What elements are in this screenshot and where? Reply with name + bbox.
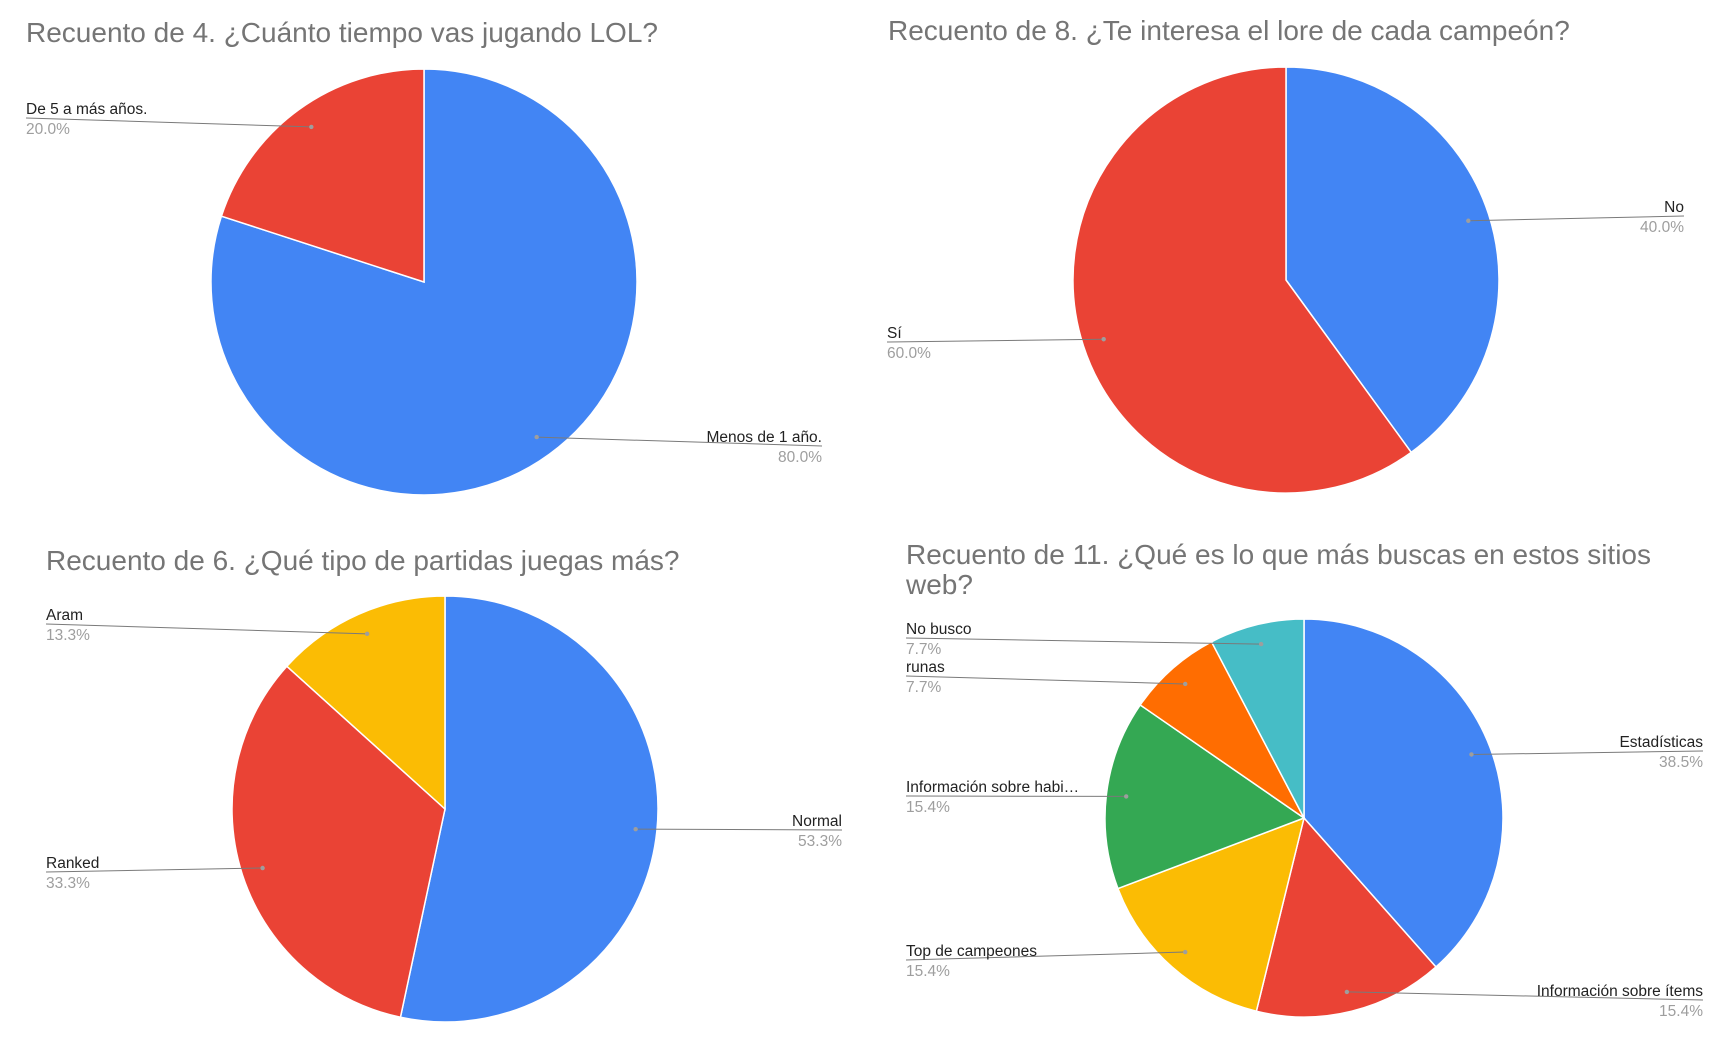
leader-line: [1346, 991, 1704, 1001]
slice-percent-label: 80.0%: [778, 449, 822, 466]
slice-percent-label: 13.3%: [46, 627, 90, 644]
slice-label-no-busco: No busco 7.7%: [905, 621, 1264, 658]
leader-line: [886, 338, 1104, 343]
slice-label-aram: Aram 13.3%: [45, 607, 370, 644]
leader-dot: [260, 865, 265, 871]
pie-slices: [231, 595, 659, 1023]
leader-dot: [1258, 641, 1264, 647]
leader-dot: [534, 434, 539, 440]
slice-name-label: runas: [906, 659, 945, 676]
slice-label-si: Sí 60.0%: [886, 325, 1106, 362]
slice-percent-label: 38.5%: [1659, 754, 1703, 771]
pie-slice-ranked: [231, 665, 446, 1019]
slice-name-label: No: [1664, 199, 1684, 216]
slice-percent-label: 40.0%: [1640, 219, 1684, 236]
leader-dot: [1183, 949, 1188, 955]
leader-line: [905, 637, 1262, 645]
leader-line: [536, 436, 823, 447]
slice-label-ranked: Ranked 33.3%: [45, 855, 265, 892]
pie-slices: [1072, 66, 1500, 494]
leader-dot: [633, 826, 638, 832]
slice-label-runas: runas 7.7%: [905, 659, 1188, 696]
slice-label-normal: Normal 53.3%: [633, 813, 842, 850]
pie-labels: No 40.0% Sí 60.0%: [886, 199, 1684, 362]
leader-dot: [1124, 794, 1129, 799]
slice-label-top-de-campeones: Top de campeones 15.4%: [905, 943, 1188, 980]
pie-slice-estadisticas: [1303, 618, 1504, 969]
slice-percent-label: 15.4%: [906, 799, 950, 816]
pie-slices: [1104, 618, 1504, 1018]
leader-line: [45, 867, 263, 873]
leader-line: [1468, 215, 1685, 222]
slice-name-label: Top de campeones: [906, 943, 1037, 960]
leader-line: [45, 623, 368, 635]
slice-percent-label: 33.3%: [46, 875, 90, 892]
slice-name-label: Estadísticas: [1619, 734, 1703, 751]
chart-title: Recuento de 11. ¿Qué es lo que más busca…: [906, 539, 1652, 600]
pie-slices: [210, 68, 638, 496]
slice-name-label: Sí: [887, 325, 902, 342]
pie-slice-normal: [399, 595, 659, 1023]
slice-percent-label: 60.0%: [887, 345, 931, 362]
slice-percent-label: 53.3%: [798, 833, 842, 850]
slice-name-label: No busco: [906, 621, 971, 638]
slice-name-label: Normal: [792, 813, 842, 830]
pie-labels: Estadísticas 38.5% Información sobre ítems…: [905, 621, 1704, 1020]
leader-dot: [364, 631, 370, 637]
leader-dot: [309, 124, 314, 130]
leader-dot: [1183, 681, 1188, 687]
slice-label-menos-de-1-ano: Menos de 1 año. 80.0%: [534, 429, 822, 466]
pie-slice-no: [1285, 66, 1500, 454]
leader-line: [635, 828, 843, 831]
slice-label-no: No 40.0%: [1466, 199, 1684, 236]
leader-dot: [1344, 989, 1350, 995]
slice-percent-label: 15.4%: [1659, 1003, 1703, 1020]
slice-percent-label: 20.0%: [26, 121, 70, 138]
chart-title: Recuento de 4. ¿Cuánto tiempo vas jugand…: [26, 17, 658, 48]
leader-line: [1471, 750, 1704, 755]
pie-labels: Menos de 1 año. 80.0% De 5 a más años. 20.0…: [25, 101, 822, 466]
slice-percent-label: 7.7%: [906, 679, 942, 696]
pie-labels: Normal 53.3% Ranked 33.3% Aram 13.3%: [45, 607, 842, 892]
pie-slice-informacion-sobre-items: [1255, 816, 1438, 1018]
slice-name-label: De 5 a más años.: [26, 101, 147, 118]
chart-title: Recuento de 8. ¿Te interesa el lore de c…: [888, 15, 1570, 46]
leader-line: [905, 675, 1186, 685]
pie-slice-runas: [1139, 640, 1305, 819]
pie-slice-de-5-a-mas-anos: [220, 68, 425, 284]
leader-dot: [1466, 218, 1471, 223]
slice-name-label: Ranked: [46, 855, 99, 872]
slice-percent-label: 15.4%: [906, 963, 950, 980]
pie-slice-aram: [285, 595, 446, 811]
slice-name-label: Información sobre habi…: [906, 779, 1079, 796]
leader-dot: [1469, 752, 1474, 757]
pie-slice-si: [1072, 66, 1413, 494]
leader-line: [25, 117, 312, 128]
slice-label-estadisticas: Estadísticas 38.5%: [1469, 734, 1703, 771]
leader-line: [905, 951, 1186, 961]
slice-percent-label: 7.7%: [906, 641, 942, 658]
chart-title: Recuento de 6. ¿Qué tipo de partidas jue…: [46, 545, 680, 576]
pie-slice-top-de-campeones: [1116, 816, 1306, 1013]
pie-slice-no-busco: [1210, 618, 1305, 819]
slice-name-label: Menos de 1 año.: [707, 429, 822, 446]
pie-slice-informacion-sobre-habi: [1104, 703, 1306, 890]
slice-label-informacion-sobre-habi: Información sobre habi… 15.4%: [905, 779, 1129, 816]
leader-dot: [1101, 337, 1106, 342]
slice-label-informacion-sobre-items: Información sobre ítems 15.4%: [1344, 983, 1704, 1020]
slice-label-de-5-a-mas-anos: De 5 a más años. 20.0%: [25, 101, 314, 138]
slice-name-label: Información sobre ítems: [1537, 983, 1704, 1000]
slice-name-label: Aram: [46, 607, 83, 624]
